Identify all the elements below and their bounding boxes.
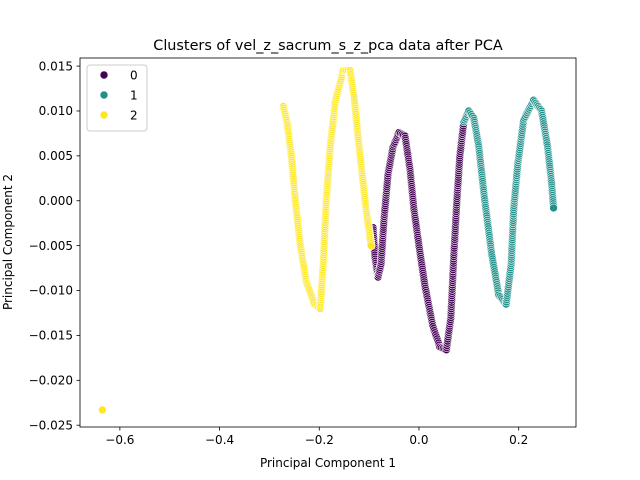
y-tick-label: 0.005 [39, 149, 73, 163]
legend-label: 1 [130, 88, 138, 102]
legend-label: 0 [130, 68, 138, 82]
axes-frame [79, 57, 577, 428]
series-0-points [368, 117, 469, 355]
series-1-points [459, 95, 558, 309]
y-tick-label: −0.015 [29, 329, 73, 343]
y-tick-label: 0.010 [39, 104, 73, 118]
y-tick-label: −0.005 [29, 239, 73, 253]
scatter-points [98, 66, 558, 415]
x-tick-label: −0.2 [305, 433, 334, 447]
x-tick-label: −0.6 [105, 433, 134, 447]
x-tick-label: 0.2 [509, 433, 528, 447]
x-axis: −0.6 −0.4 −0.2 0.0 0.2 [105, 427, 528, 447]
y-tick-label: 0.015 [39, 59, 73, 73]
x-axis-label: Principal Component 1 [260, 456, 396, 470]
x-tick-label: −0.4 [205, 433, 234, 447]
data-point [549, 203, 558, 213]
legend-marker [99, 90, 109, 100]
series-2-points [98, 66, 376, 415]
data-point [366, 241, 376, 250]
y-tick-label: 0.000 [39, 194, 73, 208]
y-tick-label: −0.020 [29, 374, 73, 388]
y-tick-label: −0.025 [29, 418, 73, 432]
y-axis: −0.025 −0.020 −0.015 −0.010 −0.005 0.000 0.005… [29, 59, 80, 432]
y-tick-label: −0.010 [29, 284, 73, 298]
chart-title: Clusters of vel_z_sacrum_s_z_pca data af… [153, 38, 503, 54]
legend-marker [99, 110, 109, 120]
y-axis-label: Principal Component 2 [1, 174, 15, 310]
x-tick-label: 0.0 [409, 433, 428, 447]
legend-label: 2 [130, 108, 138, 122]
legend-marker [99, 70, 109, 80]
outlier-point [98, 405, 107, 415]
legend-frame [86, 64, 148, 132]
legend: 0 1 2 [86, 64, 148, 132]
